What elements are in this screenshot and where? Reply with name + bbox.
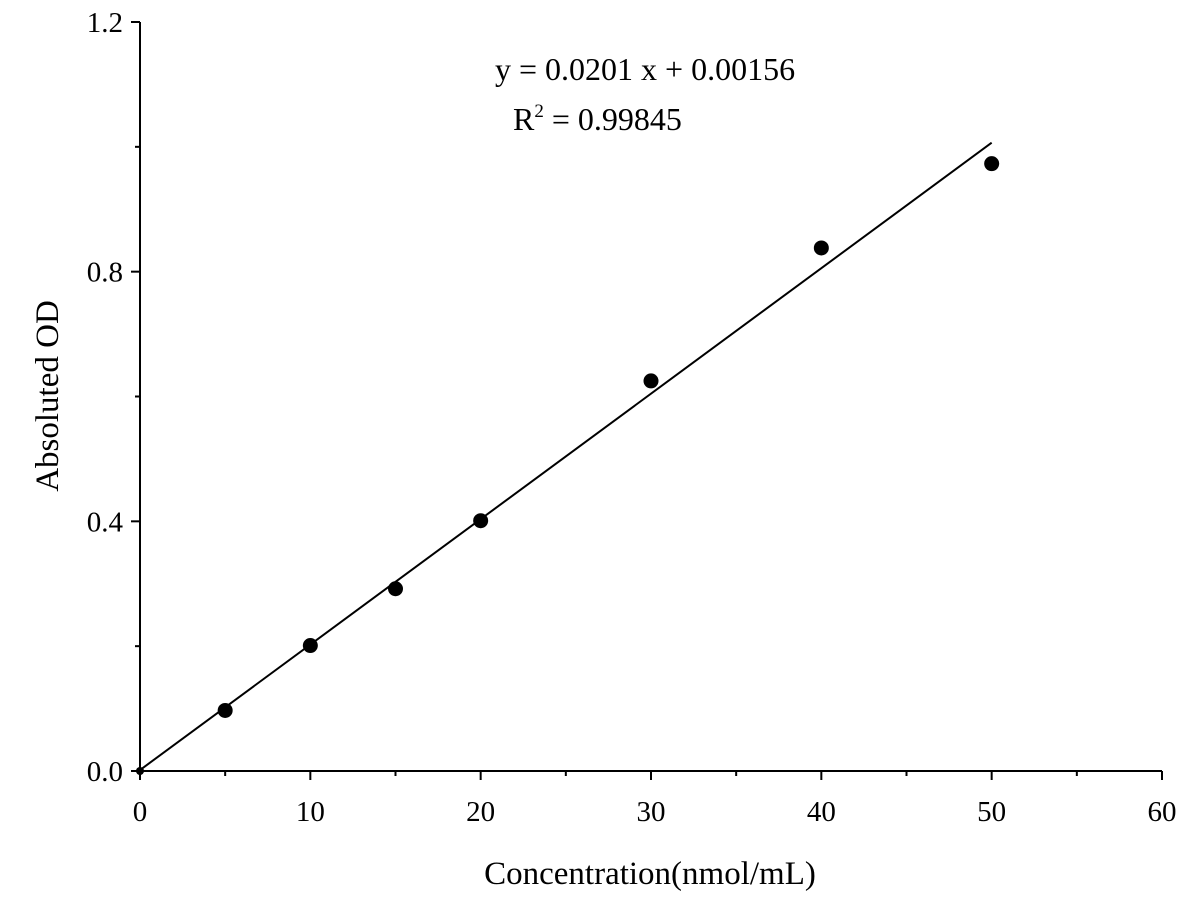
data-points — [136, 156, 1000, 775]
y-tick-label: 0.8 — [87, 257, 123, 289]
x-axis-title: Concentration(nmol/mL) — [484, 856, 816, 892]
y-tick-label: 0.4 — [87, 506, 124, 538]
x-tick-label: 40 — [807, 796, 836, 828]
data-point — [302, 638, 318, 654]
data-point — [473, 513, 489, 529]
x-tick-label: 30 — [637, 796, 666, 828]
data-point — [643, 373, 659, 389]
x-tick-label: 0 — [133, 796, 148, 828]
data-point — [388, 581, 403, 597]
data-point — [136, 767, 144, 775]
x-tick-label: 20 — [466, 796, 495, 828]
x-tick-label: 50 — [977, 796, 1006, 828]
regression-line — [139, 141, 993, 771]
data-point — [217, 702, 233, 718]
y-axis-title: Absoluted OD — [30, 300, 66, 492]
r2-suffix: = 0.99845 — [544, 101, 682, 137]
data-point — [984, 156, 1000, 172]
tick-labels: 0 10 20 30 40 50 60 0.0 0.4 0.8 1.2 — [87, 7, 1177, 828]
y-tick-label: 1.2 — [87, 7, 123, 39]
r-squared-annotation: R2 = 0.99845 — [513, 101, 682, 137]
y-tick-label: 0.0 — [87, 756, 123, 788]
r2-prefix: R — [513, 101, 535, 137]
regression-equation: y = 0.0201 x + 0.00156 — [495, 51, 795, 87]
x-tick-label: 10 — [296, 796, 325, 828]
x-tick-label: 60 — [1148, 796, 1177, 828]
data-point — [813, 240, 829, 256]
ticks — [131, 21, 1163, 780]
r2-superscript: 2 — [534, 101, 544, 122]
